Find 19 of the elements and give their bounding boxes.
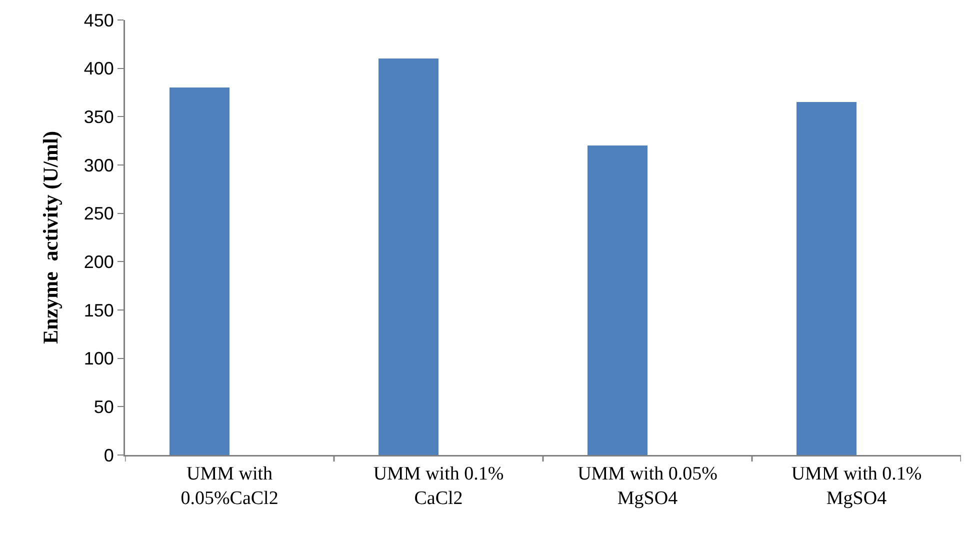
bar [170, 88, 230, 455]
bar [796, 102, 856, 455]
y-tick-label: 100 [84, 348, 114, 369]
y-tick-label: 350 [84, 106, 114, 127]
y-axis-title: Enzyme activity (U/ml) [38, 131, 62, 344]
y-tick-label: 150 [84, 300, 114, 320]
y-tick-label: 200 [84, 252, 114, 272]
bar [378, 58, 438, 455]
y-tick-label: 450 [84, 10, 114, 30]
y-tick-label: 50 [94, 396, 114, 417]
x-tick-label: UMM with 0.05%CaCl2 [180, 463, 278, 509]
x-tick-label: UMM with 0.05% MgSO4 [578, 463, 718, 509]
x-tick-label: UMM with 0.1% MgSO4 [791, 463, 922, 509]
y-tick-label: 300 [84, 155, 114, 176]
bar [588, 146, 648, 455]
x-tick-label: UMM with 0.1% CaCl2 [373, 463, 504, 509]
y-tick-label: 250 [84, 204, 114, 224]
y-tick-label: 0 [104, 445, 114, 466]
y-tick-label: 400 [84, 58, 114, 79]
